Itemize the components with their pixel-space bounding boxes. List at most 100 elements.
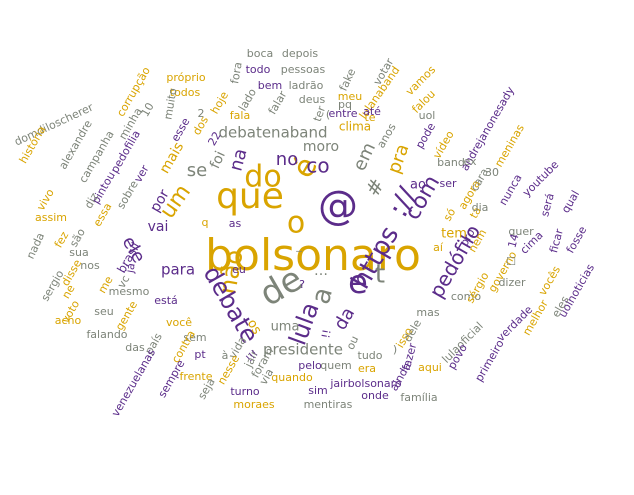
word-pq: pq — [338, 98, 352, 111]
word-quando: quando — [271, 371, 313, 384]
word-sim: sim — [308, 384, 328, 397]
word-nos: nos — [80, 259, 100, 272]
word-frente: frente — [180, 370, 213, 383]
word-meninas: meninas — [492, 122, 527, 169]
word-o: o — [287, 206, 305, 241]
word-para: para — [161, 261, 195, 279]
word-seu: seu — [94, 305, 113, 318]
word-deus: deus — [299, 93, 326, 106]
word-symbol-182: ( — [326, 108, 330, 121]
word-as: as — [229, 217, 242, 230]
word-falando: falando — [86, 328, 127, 341]
word-pelo: pelo — [298, 359, 322, 372]
word-symbol-181: ☐ — [506, 255, 516, 268]
word-vc: vc — [115, 273, 133, 290]
word-voces: vocês — [536, 264, 563, 298]
word-depois: depois — [282, 47, 319, 60]
word-uma: uma — [271, 320, 300, 335]
word-nada: nada — [24, 231, 47, 261]
word-uol: uol — [419, 109, 436, 122]
word-ate: até — [363, 105, 381, 118]
word-que: que — [216, 176, 284, 217]
word-bem: bem — [258, 79, 282, 92]
word-boca: boca — [247, 47, 274, 60]
word-ai: aí — [433, 241, 444, 254]
word-ne: ne — [60, 282, 78, 301]
word-dele: dele — [401, 317, 424, 344]
word-assim: assim — [35, 211, 67, 224]
word-symbol-3: @ — [318, 183, 358, 229]
word-nesse: nesse — [215, 352, 242, 386]
word-entre: entre — [328, 107, 357, 120]
word-sera: será — [538, 192, 557, 218]
word-dizer: dizer — [498, 276, 526, 289]
word-falar: falar — [266, 88, 290, 117]
word-ex: ex — [463, 155, 477, 168]
word-foi: foi — [207, 149, 229, 172]
word-co: co — [306, 154, 329, 178]
word-turno: turno — [230, 385, 260, 398]
word-meu: meu — [338, 90, 362, 103]
word-vivo: vivo — [34, 186, 57, 212]
word-tudo: tudo — [358, 349, 383, 362]
word-lado: lado — [236, 86, 259, 113]
word-symbol-183: ) — [393, 343, 397, 356]
word-fora: fora — [228, 61, 245, 85]
word-quer: quer — [508, 225, 534, 238]
word-bolsonaro: bolsonaro — [205, 230, 421, 281]
word-ou: ou — [344, 334, 362, 352]
word-do: do — [244, 160, 281, 195]
word-moraes: moraes — [233, 398, 274, 411]
word-mentiras: mentiras — [304, 398, 353, 411]
word-symbol-17: # — [360, 174, 389, 201]
word-quem: quem — [320, 359, 351, 372]
word-sem: sem — [183, 331, 206, 344]
word-jairbolsonaro: jairbolsonaro — [329, 377, 402, 390]
word-eu: eu — [232, 263, 246, 276]
word-sobre: sobre — [114, 178, 141, 211]
word-30: 30 — [485, 166, 499, 179]
word-mesmo: mesmo — [109, 285, 150, 298]
word-hoje: hoje — [208, 89, 231, 116]
word-ja: já — [123, 262, 138, 275]
word-onde: onde — [361, 389, 389, 402]
word-a: à — [222, 349, 229, 362]
word-symbol-187: ? — [299, 278, 305, 291]
word-q: q — [202, 216, 209, 229]
word-venezuelanas: venezuelanas — [109, 346, 158, 418]
word-sua: sua — [69, 246, 88, 259]
word-acho: acho — [55, 314, 82, 327]
word-ao: ao — [410, 178, 426, 193]
word-10: 10 — [138, 100, 156, 119]
word-voce: você — [166, 316, 192, 329]
word-t: t — [375, 260, 385, 290]
word-22: 22 — [205, 129, 223, 148]
word-se: se — [187, 160, 207, 181]
word-como: como — [451, 290, 481, 303]
word-ficar: ficar — [547, 227, 566, 254]
word-familia: família — [400, 391, 437, 404]
word-presidente: presidente — [263, 341, 343, 359]
word-no: no — [276, 149, 298, 170]
word-moro: moro — [303, 139, 339, 155]
word-ladrao: ladrão — [289, 79, 324, 92]
word-qual: qual — [559, 188, 582, 215]
word-clima: clima — [339, 120, 371, 134]
word-ser: ser — [439, 177, 456, 190]
word-pra: pra — [384, 141, 414, 176]
word-fosse: fosse — [564, 224, 590, 256]
word-muito: muito — [161, 87, 179, 121]
word-symbol-188: _ — [295, 239, 302, 252]
word-proprio: próprio — [166, 71, 206, 84]
word-aqui: aqui — [418, 361, 442, 374]
word-symbol-186: !! — [319, 328, 333, 339]
word-ter: ter — [311, 104, 329, 124]
word-pessoas: pessoas — [281, 63, 326, 76]
word-fala: fala — [230, 109, 250, 122]
word-era: era — [358, 362, 376, 375]
word-youtube: youtube — [520, 158, 561, 199]
word-esta: está — [154, 294, 178, 307]
word-vai: vai — [148, 219, 169, 235]
